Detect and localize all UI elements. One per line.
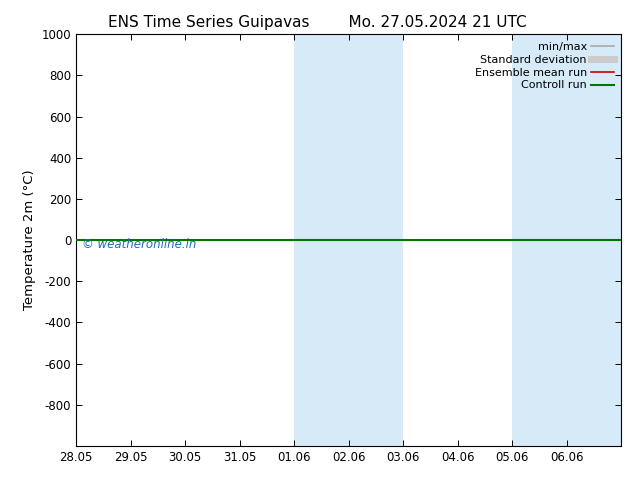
- Bar: [512, 34, 621, 446]
- Legend: min/max, Standard deviation, Ensemble mean run, Controll run: min/max, Standard deviation, Ensemble me…: [472, 40, 616, 93]
- Y-axis label: Temperature 2m (°C): Temperature 2m (°C): [23, 170, 36, 310]
- Bar: [294, 34, 403, 446]
- Text: © weatheronline.in: © weatheronline.in: [82, 238, 196, 251]
- Text: ENS Time Series Guipavas        Mo. 27.05.2024 21 UTC: ENS Time Series Guipavas Mo. 27.05.2024 …: [108, 15, 526, 30]
